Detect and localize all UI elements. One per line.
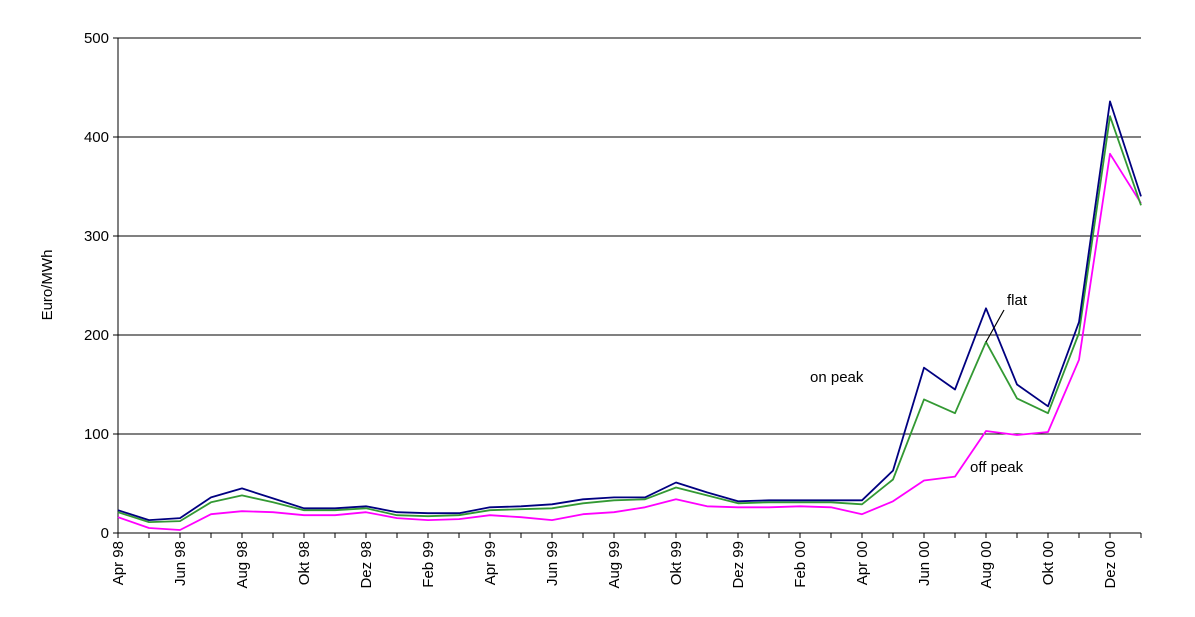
y-tick-label: 0: [101, 525, 109, 542]
annotation-flat: flat: [1007, 292, 1028, 309]
y-tick-label: 300: [84, 228, 109, 245]
annotation-flat-leader: [985, 309, 1005, 343]
axes: [113, 37, 1142, 538]
y-tick-label: 200: [84, 327, 109, 344]
x-tick-label: Apr 98: [110, 541, 127, 585]
x-tick-label: Aug 00: [978, 541, 995, 589]
gridlines: [118, 37, 1141, 435]
x-tick-labels: Apr 98 Jun 98 Aug 98 Okt 98 Dez 98 Feb 99 Apr …: [110, 541, 1119, 589]
x-tick-label: Feb 00: [792, 541, 809, 588]
x-tick-label: Okt 00: [1040, 541, 1057, 585]
x-tick-label: Okt 99: [668, 541, 685, 585]
y-tick-labels: 0 100 200 300 400 500: [84, 30, 109, 542]
x-tick-label: Apr 00: [854, 541, 871, 585]
series-line-on-peak: [117, 100, 1142, 521]
x-tick-label: Aug 98: [234, 541, 251, 589]
y-axis-title: Euro/MWh: [39, 250, 56, 321]
annotation-off-peak: off peak: [970, 459, 1024, 476]
y-tick-label: 500: [84, 30, 109, 47]
x-tick-label: Dez 00: [1102, 541, 1119, 589]
x-tick-label: Jun 99: [544, 541, 561, 586]
y-tick-label: 100: [84, 426, 109, 443]
annotation-on-peak: on peak: [810, 369, 864, 386]
x-tick-label: Aug 99: [606, 541, 623, 589]
series-lines: [117, 100, 1142, 531]
x-tick-label: Feb 99: [420, 541, 437, 588]
series-line-off-peak: [117, 152, 1142, 531]
x-tick-label: Dez 99: [730, 541, 747, 589]
x-tick-label: Apr 99: [482, 541, 499, 585]
y-tick-label: 400: [84, 129, 109, 146]
series-line-flat: [117, 115, 1142, 523]
x-tick-label: Okt 98: [296, 541, 313, 585]
x-tick-label: Jun 98: [172, 541, 189, 586]
x-tick-label: Jun 00: [916, 541, 933, 586]
x-tick-label: Dez 98: [358, 541, 375, 589]
